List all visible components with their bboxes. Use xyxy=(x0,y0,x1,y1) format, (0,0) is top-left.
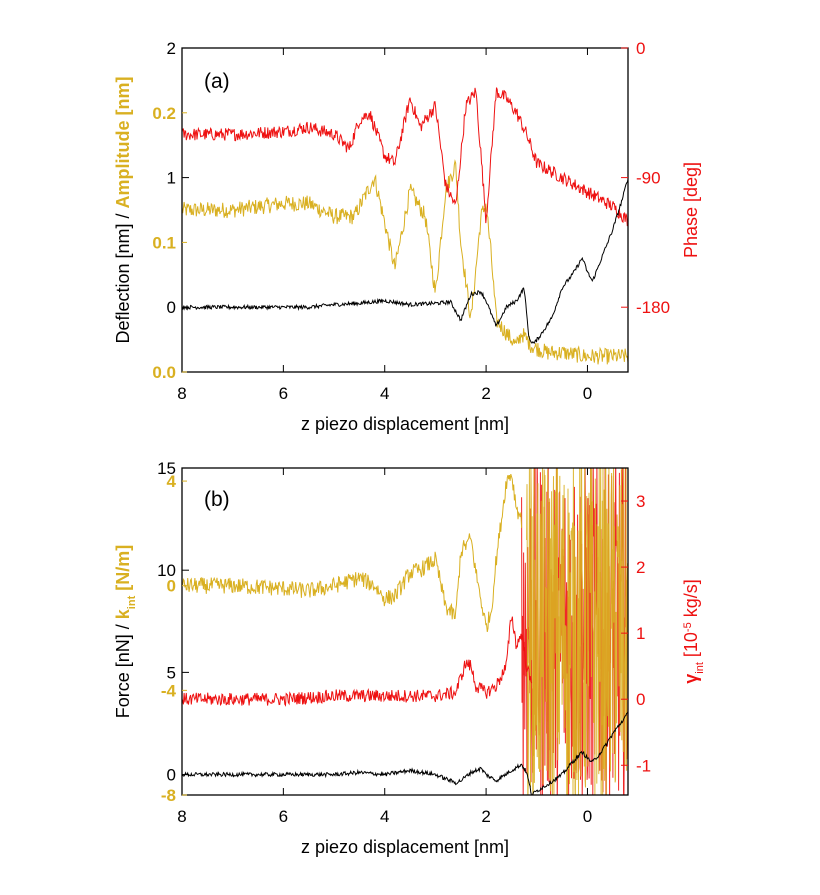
x-tick-label: 4 xyxy=(380,384,389,403)
y-tick-label-gold: 0 xyxy=(167,577,176,596)
x-tick-label: 2 xyxy=(481,384,490,403)
y-tick-label-gold: -8 xyxy=(161,786,176,805)
y-axis-label-right: Phase [deg] xyxy=(681,162,701,258)
y-axis-label-left: Force [nN] / kint [N/m] xyxy=(113,545,138,719)
plot-area xyxy=(182,87,628,365)
y-tick-label-red: 2 xyxy=(636,558,645,577)
series-line-red xyxy=(182,616,533,707)
y-tick-label-red: 1 xyxy=(636,624,645,643)
label-part: γ xyxy=(681,674,701,684)
y-tick-label-black: 15 xyxy=(157,459,176,478)
label-part: Deflection [nm] / xyxy=(113,208,133,343)
y-tick-label-gold: 0.2 xyxy=(152,104,176,123)
label-part: [10 xyxy=(681,632,701,662)
y-tick-label-black: 0 xyxy=(167,766,176,785)
panel-b: 8 6 4 2 0z piezo displacement [nm]051015-8-4… xyxy=(113,459,706,857)
series-line-gold xyxy=(182,159,628,365)
x-tick-label: 0 xyxy=(583,384,592,403)
label-part: int xyxy=(694,662,706,674)
x-tick-label: 8 xyxy=(177,807,186,826)
y-tick-label-gold: 0.1 xyxy=(152,233,176,252)
series-line-black xyxy=(182,179,628,344)
label-part: k xyxy=(113,608,133,619)
y-tick-label-black: 10 xyxy=(157,561,176,580)
y-tick-label-red: 0 xyxy=(636,690,645,709)
y-tick-label-red: 0 xyxy=(636,39,645,58)
x-tick-label: 2 xyxy=(481,807,490,826)
label-part: Force [nN] / xyxy=(113,619,133,718)
x-tick-label: 6 xyxy=(279,807,288,826)
y-tick-label-black: 5 xyxy=(167,663,176,682)
panel-label: (a) xyxy=(204,70,230,93)
panel-a: 8 6 4 2 0 z piezo displacement [nm] 0 1 2 0.0 0.1 0… xyxy=(113,39,701,434)
label-part: int xyxy=(126,595,138,609)
plot-frame xyxy=(181,467,629,796)
y-tick-label-black: 1 xyxy=(167,169,176,188)
series-line-red xyxy=(182,87,628,227)
series-line-black xyxy=(182,711,628,795)
x-tick-label: 8 xyxy=(177,384,186,403)
y-axis-label-right: γint [10-5 kg/s] xyxy=(681,579,706,683)
y-tick-label-red: -1 xyxy=(636,756,651,775)
y-tick-label-red: 3 xyxy=(636,492,645,511)
x-tick-label: 6 xyxy=(279,384,288,403)
y-tick-label-gold: 0.0 xyxy=(152,363,176,382)
plot-frame xyxy=(181,47,629,373)
plot-area xyxy=(182,468,628,795)
y-tick-label-black: 0 xyxy=(167,298,176,317)
x-tick-label: 4 xyxy=(380,807,389,826)
label-part: kg/s] xyxy=(681,579,701,622)
panel-label: (b) xyxy=(204,488,230,511)
label-part: -5 xyxy=(682,622,694,632)
y-tick-label-red: -180 xyxy=(636,298,670,317)
noise-band-gold xyxy=(526,468,628,795)
label-part: Amplitude [nm] xyxy=(113,76,133,208)
x-tick-label: 0 xyxy=(583,807,592,826)
x-axis-label: z piezo displacement [nm] xyxy=(301,837,509,857)
y-axis-label-left: Deflection [nm] / Amplitude [nm] xyxy=(113,76,133,343)
x-axis-label: z piezo displacement [nm] xyxy=(301,414,509,434)
y-tick-label-gold: 4 xyxy=(167,472,177,491)
label-part: [N/m] xyxy=(113,545,133,596)
y-tick-label-gold: -4 xyxy=(161,681,177,700)
y-tick-label-black: 2 xyxy=(167,39,176,58)
series-line-gold xyxy=(182,473,523,632)
y-tick-label-red: -90 xyxy=(636,169,661,188)
